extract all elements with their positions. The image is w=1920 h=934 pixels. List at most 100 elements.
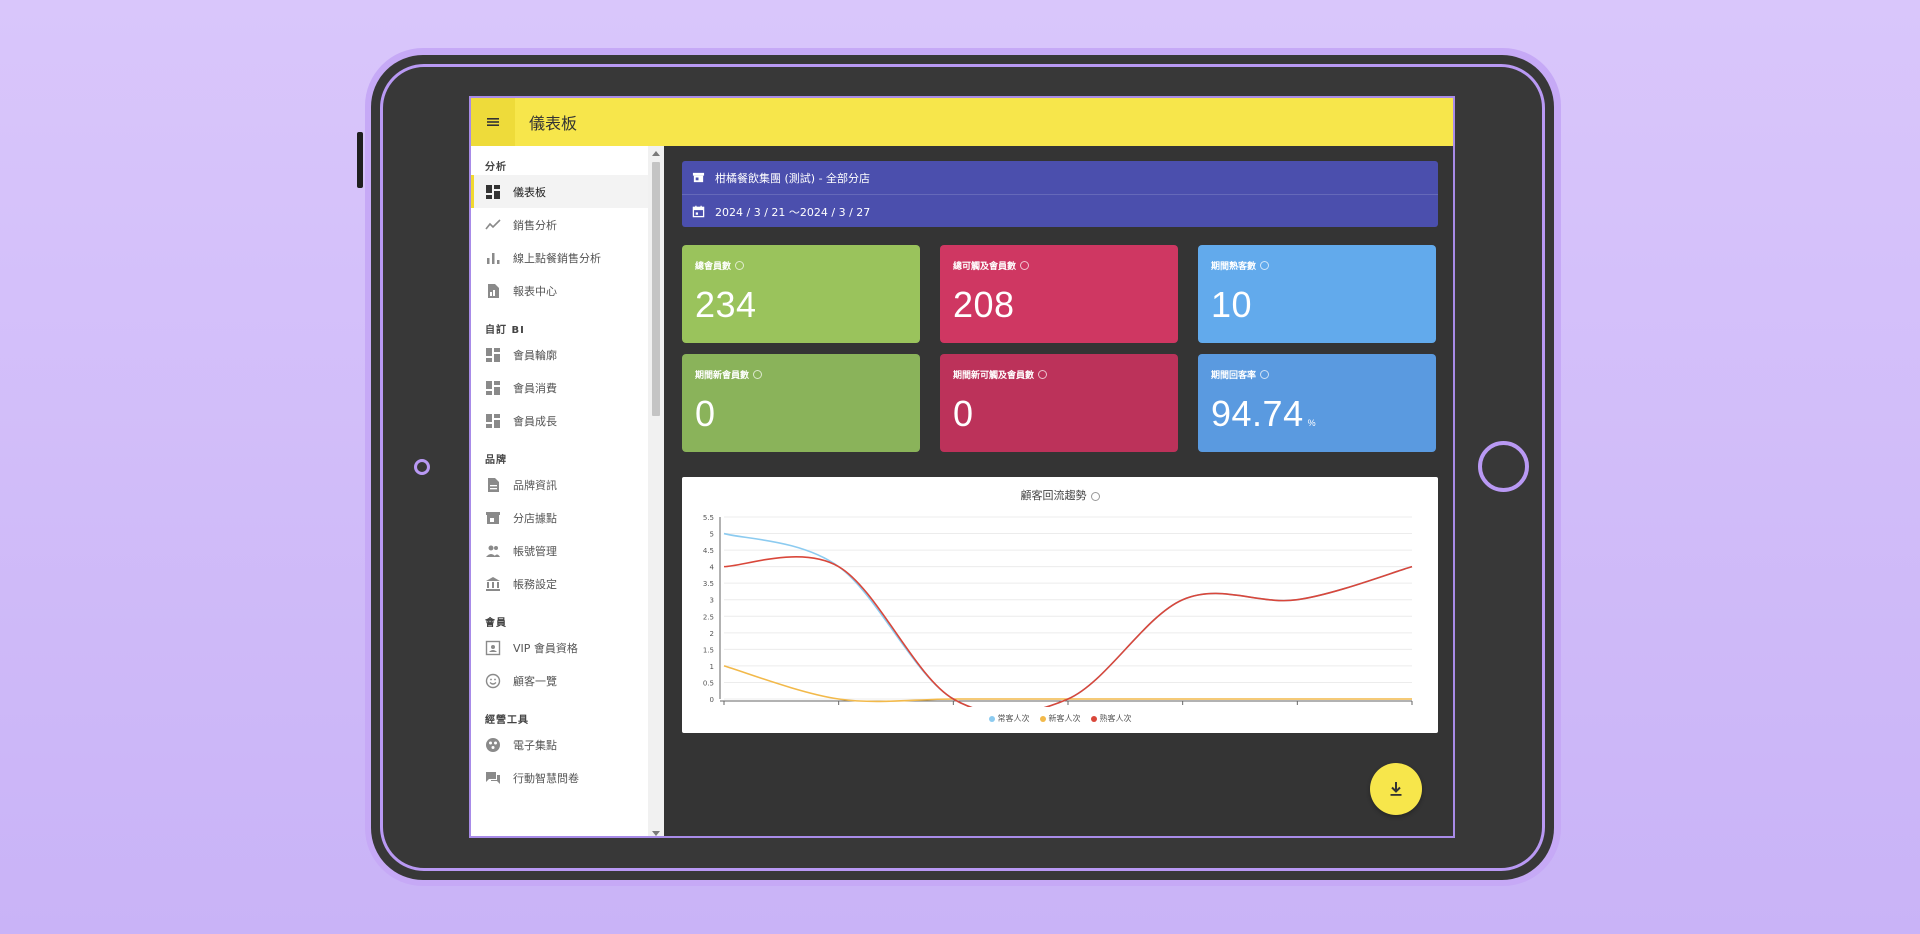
scroll-down-arrow[interactable] xyxy=(652,831,660,836)
sidebar-section-title: 品牌 xyxy=(485,455,507,466)
kpi-value: 94.74% xyxy=(1211,393,1423,435)
kpi-card[interactable]: 期間新會員數 0 xyxy=(682,354,920,452)
main-content: 柑橘餐飲集團 (測試) - 全部分店 2024 / 3 / 21 ～2024 /… xyxy=(664,146,1453,836)
kpi-value: 10 xyxy=(1211,284,1423,326)
sidebar-item-label: 顧客一覽 xyxy=(513,674,557,688)
app-screen: 儀表板 分析 儀表板 銷售分析 線上點餐銷售分析 報表中心 自訂 BI 會員輪廓 會員消費 會員… xyxy=(469,96,1455,838)
y-tick-label: 3 xyxy=(710,597,714,605)
y-tick-label: 1.5 xyxy=(703,646,714,654)
sidebar-item-label: 帳號管理 xyxy=(513,544,557,558)
sidebar-item[interactable]: 電子集點 xyxy=(471,728,648,761)
scroll-up-arrow[interactable] xyxy=(652,151,660,156)
legend-dot xyxy=(988,715,995,722)
store-row[interactable]: 柑橘餐飲集團 (測試) - 全部分店 xyxy=(682,161,1438,194)
filter-box[interactable]: 柑橘餐飲集團 (測試) - 全部分店 2024 / 3 / 21 ～2024 /… xyxy=(682,161,1438,227)
sidebar-item-label: 會員輪廓 xyxy=(513,348,557,362)
tablet-bezel-ring xyxy=(380,64,1545,871)
sidebar-item[interactable]: 報表中心 xyxy=(471,274,648,307)
sidebar-item[interactable]: 會員輪廓 xyxy=(471,338,648,371)
sidebar-item[interactable]: 帳號管理 xyxy=(471,534,648,567)
sidebar-item[interactable]: 品牌資訊 xyxy=(471,468,648,501)
dashboard-icon xyxy=(485,347,501,363)
kpi-value: 0 xyxy=(953,393,1165,435)
legend-item[interactable]: 常客人次 xyxy=(988,713,1030,724)
top-bar: 儀表板 xyxy=(471,98,1453,146)
y-tick-label: 4.5 xyxy=(703,547,714,555)
sidebar-item-label: 帳務設定 xyxy=(513,577,557,591)
legend-item[interactable]: 熟客人次 xyxy=(1090,713,1132,724)
sidebar-item[interactable]: 會員消費 xyxy=(471,371,648,404)
sidebar-section-title: 自訂 BI xyxy=(485,325,525,336)
kpi-card[interactable]: 總會員數 234 xyxy=(682,245,920,343)
info-icon[interactable] xyxy=(1260,261,1270,270)
info-icon[interactable] xyxy=(753,370,763,379)
chart-plot: 00.511.522.533.544.555.53/213/223/233/24… xyxy=(703,514,1413,707)
sidebar-section-title: 分析 xyxy=(485,162,507,173)
smiley-icon xyxy=(485,673,501,689)
chart-legend: 常客人次 新客人次 熟客人次 xyxy=(682,713,1438,724)
kpi-label-text: 期間新會員數 xyxy=(695,371,750,381)
sidebar-item-label: 會員消費 xyxy=(513,381,557,395)
sidebar-item-label: 報表中心 xyxy=(513,284,557,298)
kpi-label: 期間新會員數 xyxy=(695,368,907,381)
kpi-value-text: 234 xyxy=(695,284,757,325)
legend-item[interactable]: 新客人次 xyxy=(1039,713,1081,724)
kpi-value-text: 208 xyxy=(953,284,1015,325)
kpi-card[interactable]: 期間新可觸及會員數 0 xyxy=(940,354,1178,452)
kpi-value: 0 xyxy=(695,393,907,435)
sidebar-item-label: 會員成長 xyxy=(513,414,557,428)
stamp-icon xyxy=(485,737,501,753)
sidebar-item[interactable]: 儀表板 xyxy=(471,175,648,208)
download-button[interactable] xyxy=(1370,763,1422,815)
y-tick-label: 3.5 xyxy=(703,580,714,588)
kpi-label-text: 期間新可觸及會員數 xyxy=(953,371,1035,381)
sidebar-item[interactable]: 帳務設定 xyxy=(471,567,648,600)
kpi-label: 期間回客率 xyxy=(1211,368,1423,381)
series-line xyxy=(723,556,1413,707)
kpi-card[interactable]: 期間回客率 94.74% xyxy=(1198,354,1436,452)
kpi-card[interactable]: 期間熟客數 10 xyxy=(1198,245,1436,343)
kpi-label: 總會員數 xyxy=(695,259,907,272)
bar-chart-icon xyxy=(485,250,501,266)
series-line xyxy=(723,532,1413,707)
date-row[interactable]: 2024 / 3 / 21 ～2024 / 3 / 27 xyxy=(682,195,1438,228)
kpi-label: 總可觸及會員數 xyxy=(953,259,1165,272)
y-tick-label: 1 xyxy=(710,663,714,671)
sidebar-section-title: 會員 xyxy=(485,618,507,629)
sidebar-scrollbar[interactable] xyxy=(648,146,664,836)
kpi-value-text: 0 xyxy=(953,393,974,434)
sidebar-item[interactable]: 會員成長 xyxy=(471,404,648,437)
menu-button[interactable] xyxy=(471,98,515,146)
kpi-card[interactable]: 總可觸及會員數 208 xyxy=(940,245,1178,343)
sidebar-item[interactable]: 分店據點 xyxy=(471,501,648,534)
chart-title-text: 顧客回流趨勢 xyxy=(1020,489,1087,502)
sidebar-item[interactable]: 顧客一覽 xyxy=(471,664,648,697)
info-icon[interactable] xyxy=(1038,370,1048,379)
calendar-icon xyxy=(692,205,705,218)
sidebar-item[interactable]: 行動智慧問卷 xyxy=(471,761,648,794)
info-icon[interactable] xyxy=(1260,370,1270,379)
store-name: 柑橘餐飲集團 (測試) - 全部分店 xyxy=(715,171,871,185)
sidebar-item[interactable]: VIP 會員資格 xyxy=(471,631,648,664)
tablet-home-button xyxy=(1478,441,1529,492)
sidebar-item[interactable]: 銷售分析 xyxy=(471,208,648,241)
chat-icon xyxy=(485,770,501,786)
kpi-value-text: 94.74 xyxy=(1211,393,1304,434)
kpi-label: 期間新可觸及會員數 xyxy=(953,368,1165,381)
sidebar-item-label: 儀表板 xyxy=(513,185,546,199)
date-range: 2024 / 3 / 21 ～2024 / 3 / 27 xyxy=(715,205,871,219)
scroll-thumb[interactable] xyxy=(652,162,660,416)
dashboard-icon xyxy=(485,184,501,200)
info-icon[interactable] xyxy=(1020,261,1030,270)
sidebar-item[interactable]: 線上點餐銷售分析 xyxy=(471,241,648,274)
y-tick-label: 2 xyxy=(710,630,714,638)
tablet-side-button xyxy=(357,132,363,188)
kpi-value: 208 xyxy=(953,284,1165,326)
dashboard-icon xyxy=(485,413,501,429)
y-tick-label: 5 xyxy=(710,531,714,539)
info-icon[interactable] xyxy=(1090,491,1100,501)
info-icon[interactable] xyxy=(735,261,745,270)
sidebar-item-label: 行動智慧問卷 xyxy=(513,771,579,785)
sidebar-item-label: 線上點餐銷售分析 xyxy=(513,251,601,265)
kpi-unit: % xyxy=(1307,418,1317,428)
